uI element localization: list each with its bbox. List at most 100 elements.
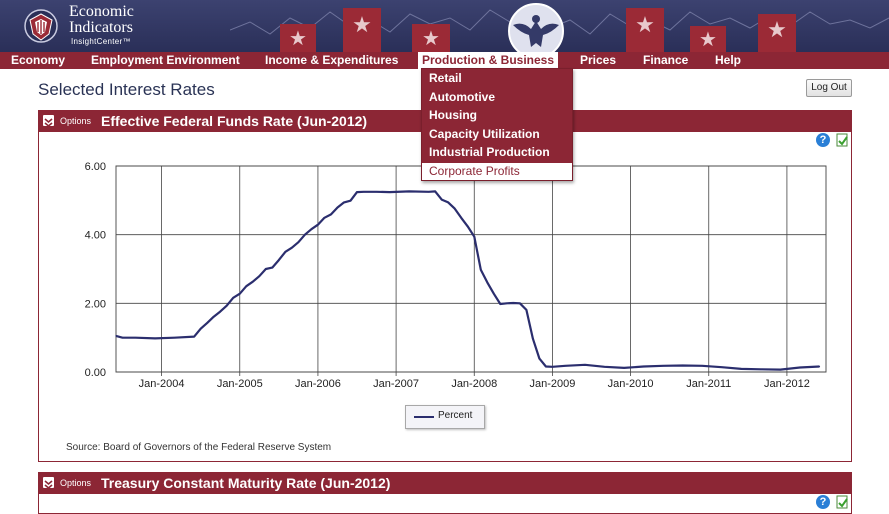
data-point <box>603 366 606 368</box>
data-point <box>551 366 554 368</box>
data-point <box>564 365 567 367</box>
x-tick-label: Jan-2011 <box>686 378 731 390</box>
data-point <box>434 190 436 192</box>
data-point <box>643 365 645 368</box>
logo-subtitle: InsightCenter™ <box>71 37 131 46</box>
legend-swatch <box>414 416 434 418</box>
data-point <box>200 328 202 330</box>
data-point <box>584 364 586 366</box>
help-icon[interactable]: ? <box>816 495 830 509</box>
options-link[interactable]: Options <box>60 116 92 126</box>
nav-item-help[interactable]: Help <box>715 53 742 67</box>
y-tick-label: 0.00 <box>85 367 106 379</box>
data-point <box>682 364 684 367</box>
panel-header: Options Treasury Constant Maturity Rate … <box>39 473 851 494</box>
data-point <box>623 367 625 369</box>
page-title: Selected Interest Rates <box>38 80 215 99</box>
export-icon[interactable] <box>836 133 849 147</box>
logo-title-line1: Economic <box>69 3 134 20</box>
data-point <box>343 201 345 203</box>
data-point <box>304 234 306 236</box>
main-nav: Economy Employment Environment Income & … <box>0 52 889 69</box>
nav-item-production-business[interactable]: Production & Business <box>418 52 559 69</box>
data-point <box>356 191 358 193</box>
data-point <box>545 365 547 368</box>
x-tick-label: Jan-2012 <box>764 378 810 390</box>
logo-icon[interactable] <box>24 6 58 46</box>
data-point <box>278 259 280 261</box>
data-point <box>662 365 664 367</box>
data-point <box>467 225 469 227</box>
options-toggle-icon[interactable] <box>43 115 54 128</box>
log-out-button[interactable]: Log Out <box>806 79 852 97</box>
decorative-star-icon: ★ <box>280 24 316 52</box>
data-point <box>779 369 782 371</box>
legend-label: Percent <box>438 410 473 421</box>
data-point <box>362 191 365 193</box>
chart-panel-treasury: Options Treasury Constant Maturity Rate … <box>38 472 852 514</box>
x-tick-label: Jan-2008 <box>451 378 497 390</box>
panel-title: Treasury Constant Maturity Rate (Jun-201… <box>101 475 391 491</box>
data-point <box>480 269 482 271</box>
data-point <box>193 336 195 338</box>
data-point <box>271 267 273 269</box>
data-point <box>206 322 208 324</box>
data-point <box>121 337 124 339</box>
data-point <box>134 337 137 339</box>
data-point <box>460 217 462 219</box>
data-point <box>349 200 352 202</box>
eagle-seal-icon <box>508 3 564 52</box>
data-point <box>297 241 299 243</box>
nav-item-income-expenditures[interactable]: Income & Expenditures <box>265 53 399 67</box>
nav-item-economy[interactable]: Economy <box>11 53 66 67</box>
menu-item-corporate-profits[interactable]: Corporate Profits <box>422 161 572 180</box>
menu-item-capacity-utilization[interactable]: Capacity Utilization <box>429 126 540 141</box>
data-point <box>447 201 449 203</box>
data-point <box>818 365 821 368</box>
data-point <box>336 206 339 209</box>
data-point <box>499 303 501 305</box>
nav-item-prices[interactable]: Prices <box>580 53 617 67</box>
y-tick-label: 2.00 <box>85 298 106 310</box>
chart-source-note: Source: Board of Governors of the Federa… <box>66 442 332 453</box>
data-point <box>245 285 247 287</box>
data-point <box>428 191 430 193</box>
data-point <box>701 365 703 367</box>
nav-item-finance[interactable]: Finance <box>643 53 689 67</box>
data-point <box>232 297 234 299</box>
production-business-dropdown: Retail Automotive Housing Capacity Utili… <box>421 68 573 181</box>
data-point <box>330 213 332 215</box>
x-tick-label: Jan-2009 <box>529 378 575 390</box>
export-icon[interactable] <box>836 495 849 509</box>
options-toggle-icon[interactable] <box>43 477 54 490</box>
help-icon[interactable]: ? <box>816 133 830 147</box>
menu-item-retail[interactable]: Retail <box>429 71 462 85</box>
menu-item-industrial-production[interactable]: Industrial Production <box>429 145 550 159</box>
data-point <box>532 338 534 340</box>
data-point <box>721 366 723 368</box>
data-point <box>115 335 117 337</box>
data-point <box>473 236 475 238</box>
data-point <box>310 228 312 230</box>
menu-item-automotive[interactable]: Automotive <box>429 89 495 104</box>
data-point <box>538 358 540 360</box>
data-point <box>213 316 215 318</box>
decorative-star-icon: ★ <box>412 24 450 52</box>
data-point <box>799 366 801 369</box>
data-point <box>284 251 286 253</box>
data-point <box>376 191 378 193</box>
data-point <box>760 368 762 370</box>
site-header: Economic Indicators InsightCenter™ ★ ★ ★… <box>0 0 889 52</box>
y-tick-label: 6.00 <box>85 161 106 173</box>
chart-panel-fed-funds: Options Effective Federal Funds Rate (Ju… <box>38 110 852 462</box>
fed-funds-line-chart: 0.00 2.00 4.00 6.00 Jan-2004 Jan-2005 Jan-2006… <box>85 161 827 390</box>
data-point <box>252 281 254 283</box>
x-tick-label: Jan-2007 <box>373 378 419 390</box>
chart-legend: Percent <box>405 405 485 429</box>
data-point <box>408 190 410 192</box>
options-link[interactable]: Options <box>60 478 92 488</box>
nav-item-employment-environment[interactable]: Employment Environment <box>91 53 240 67</box>
menu-item-housing[interactable]: Housing <box>429 108 477 122</box>
y-tick-label: 4.00 <box>85 230 106 242</box>
data-point <box>265 268 267 270</box>
